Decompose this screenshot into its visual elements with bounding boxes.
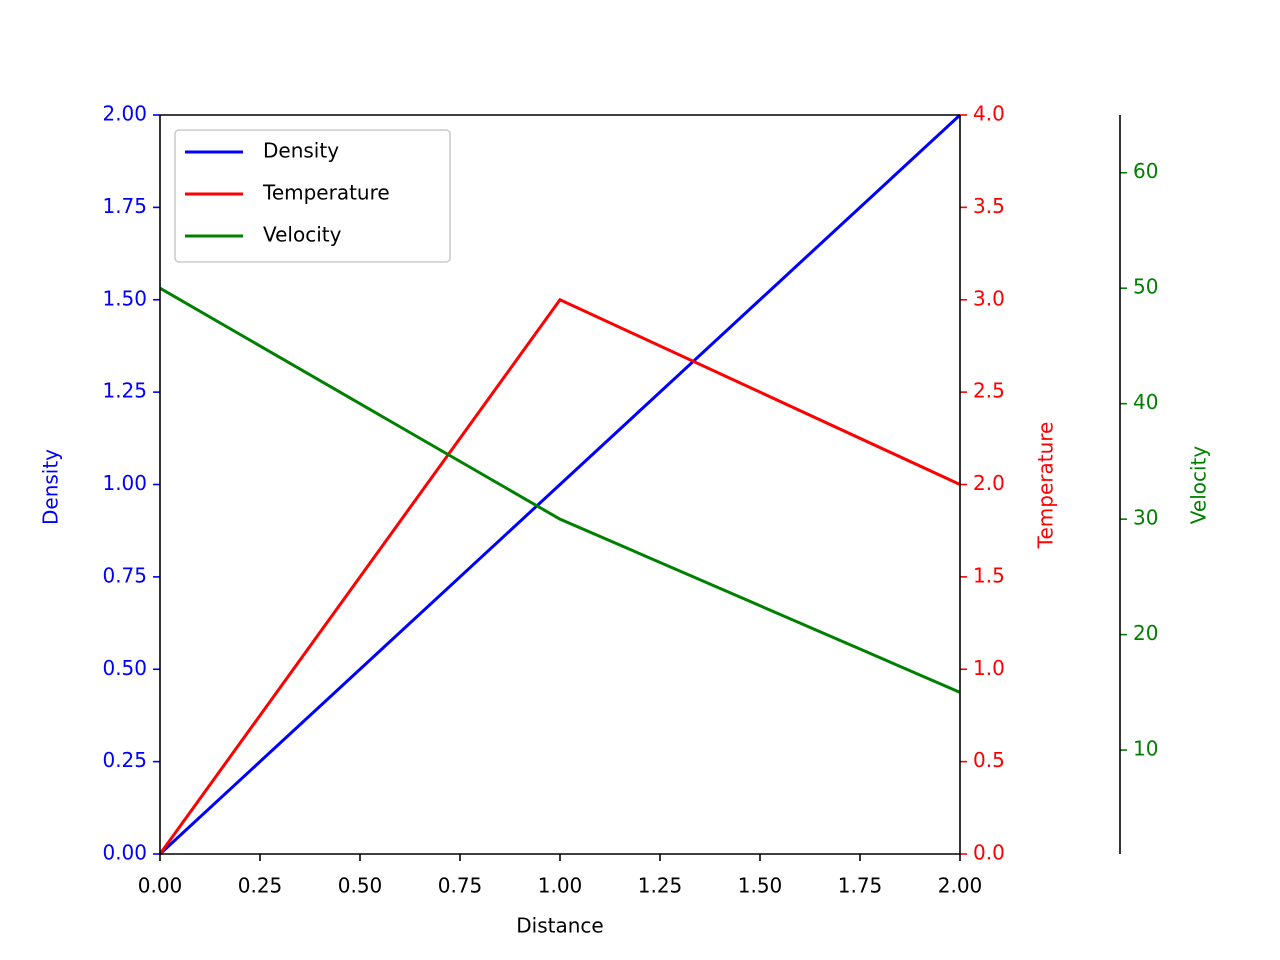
x-tick-label: 0.75: [438, 874, 483, 898]
y-tick-label: 1.75: [102, 194, 147, 218]
y-tick-label: 20: [1133, 621, 1158, 645]
y-tick-label: 4.0: [973, 102, 1005, 126]
y-tick-label: 0.75: [102, 563, 147, 587]
data-line: [158, 297, 961, 855]
legend-box: [174, 129, 451, 263]
y-tick-label: 2.5: [973, 379, 1005, 403]
y-tick-label: 60: [1133, 159, 1158, 183]
legend-label: Density: [263, 139, 339, 163]
y-tick-label: 0.25: [102, 748, 147, 772]
y-tick-label: 0.0: [973, 841, 1005, 865]
y-tick-label: 1.25: [102, 379, 147, 403]
data-line: [158, 113, 962, 856]
y-tick-label: 0.00: [102, 841, 147, 865]
legend-label: Velocity: [263, 223, 342, 247]
y-tick-label: 40: [1133, 390, 1158, 414]
y-tick-label: 3.0: [973, 286, 1005, 310]
x-tick-label: 0.25: [238, 874, 283, 898]
x-tick-label: 1.75: [838, 874, 883, 898]
data-line: [159, 286, 961, 694]
y-tick-label: 0.50: [102, 656, 147, 680]
y-tick-label: 1.0: [973, 656, 1005, 680]
y-tick-label: 0.5: [973, 748, 1005, 772]
y-axis-label: Density: [39, 449, 63, 525]
x-tick-label: 0.00: [138, 874, 183, 898]
y3-axis-label: Velocity: [1187, 446, 1211, 525]
y-tick-label: 1.00: [102, 471, 147, 495]
y-tick-label: 2.00: [102, 102, 147, 126]
x-tick-label: 1.50: [738, 874, 783, 898]
x-tick-label: 1.25: [638, 874, 683, 898]
y-tick-label: 3.5: [973, 194, 1005, 218]
y-tick-label: 1.5: [973, 563, 1005, 587]
y-tick-label: 1.50: [102, 286, 147, 310]
x-tick-label: 0.50: [338, 874, 383, 898]
x-axis-label: Distance: [516, 914, 603, 938]
y-tick-label: 50: [1133, 275, 1158, 299]
x-tick-label: 1.00: [538, 874, 583, 898]
x-tick-label: 2.00: [938, 874, 983, 898]
y-tick-label: 10: [1133, 737, 1158, 761]
y-tick-label: 2.0: [973, 471, 1005, 495]
y-tick-label: 30: [1133, 506, 1158, 530]
y2-axis-label: Temperature: [1034, 422, 1058, 550]
legend-label: Temperature: [262, 181, 390, 205]
